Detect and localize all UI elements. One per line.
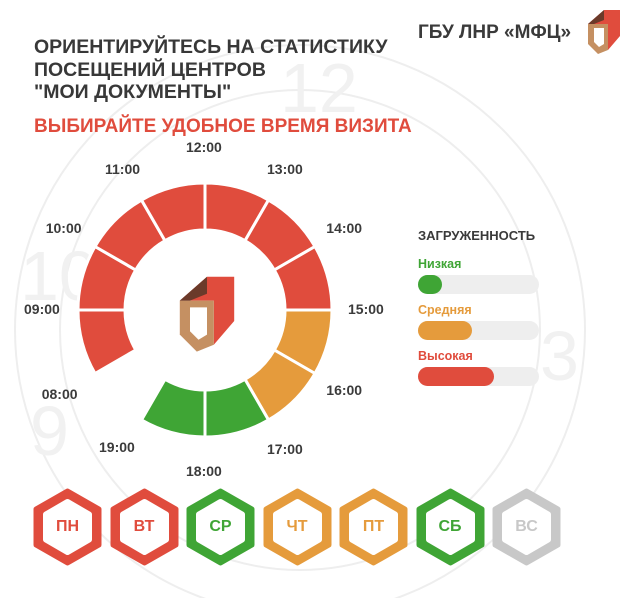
hexagon-icon [186, 488, 255, 566]
time-label-0800: 08:00 [41, 386, 78, 402]
svg-text:3: 3 [540, 317, 579, 395]
day-badge-5: ПТ [338, 488, 409, 566]
hexagon-icon [263, 488, 331, 566]
time-label-0900: 09:00 [24, 301, 60, 317]
legend-label-medium: Средняя [418, 303, 472, 317]
day-label: ВТ [133, 518, 155, 535]
day-badge-1: ПН [32, 488, 103, 566]
svg-text:12: 12 [280, 49, 358, 127]
day-label: ЧТ [286, 518, 308, 535]
day-badge-2: ВТ [109, 488, 180, 566]
headline: ОРИЕНТИРУЙТЕСЬ НА СТАТИСТИКУ ПОСЕЩЕНИЙ Ц… [34, 36, 387, 104]
legend-bar-high [418, 367, 539, 386]
time-label-1000: 10:00 [45, 220, 82, 236]
day-label: ПН [55, 518, 80, 535]
day-badge-6: СБ [415, 488, 486, 566]
legend-title: ЗАГРУЖЕННОСТЬ [418, 228, 536, 243]
legend-bar-low [418, 275, 539, 294]
subheadline: ВЫБИРАЙТЕ УДОБНОЕ ВРЕМЯ ВИЗИТА [34, 116, 412, 137]
time-label-1400: 14:00 [326, 220, 363, 236]
headline-line-1: ОРИЕНТИРУЙТЕСЬ НА СТАТИСТИКУ [34, 36, 388, 58]
day-label: СБ [438, 518, 462, 535]
legend-fill-low [418, 275, 443, 294]
legend-item-medium: Средняя [418, 303, 548, 340]
hexagon-icon [492, 488, 561, 566]
legend-fill-medium [418, 321, 473, 340]
hexagon-icon [416, 488, 484, 566]
dial-segment-0800 [76, 308, 138, 376]
time-label-1300: 13:00 [267, 160, 303, 177]
headline-line-3: "МОИ ДОКУМЕНТЫ" [34, 81, 232, 103]
headline-line-2: ПОСЕЩЕНИЙ ЦЕНТРОВ [34, 58, 266, 81]
time-label-1200: 12:00 [186, 139, 222, 155]
day-badge-4: ЧТ [262, 488, 333, 566]
day-label: ВС [515, 518, 538, 535]
hexagon-icon [339, 488, 408, 566]
load-legend: ЗАГРУЖЕННОСТЬ Низкая Средняя Высокая [418, 228, 548, 395]
day-badge-7: ВС [491, 488, 562, 566]
dial-segment-1800 [139, 377, 207, 439]
legend-label-low: Низкая [418, 257, 462, 271]
weekday-row: ПН ВТ СР ЧТ ПТ СБ ВС [32, 488, 592, 566]
day-label: СР [209, 518, 232, 535]
center-logo-icon [179, 276, 235, 352]
time-label-1700: 17:00 [267, 441, 303, 458]
legend-item-high: Высокая [418, 349, 548, 386]
time-label-1800: 18:00 [186, 463, 222, 479]
time-label-1900: 19:00 [99, 439, 135, 456]
time-label-1100: 11:00 [105, 160, 141, 177]
hexagon-icon [110, 488, 178, 566]
time-label-1500: 15:00 [348, 301, 384, 317]
legend-bar-medium [418, 321, 539, 340]
org-name: ГБУ ЛНР «МФЦ» [418, 22, 572, 43]
hexagon-icon [33, 488, 102, 566]
legend-fill-high [418, 367, 495, 386]
time-label-1600: 16:00 [326, 382, 363, 398]
legend-label-high: Высокая [418, 349, 473, 363]
day-label: ПТ [362, 518, 385, 535]
legend-item-low: Низкая [418, 257, 548, 294]
svg-text:9: 9 [30, 392, 69, 470]
mfc-logo-icon [588, 10, 620, 54]
day-badge-3: СР [185, 488, 256, 566]
